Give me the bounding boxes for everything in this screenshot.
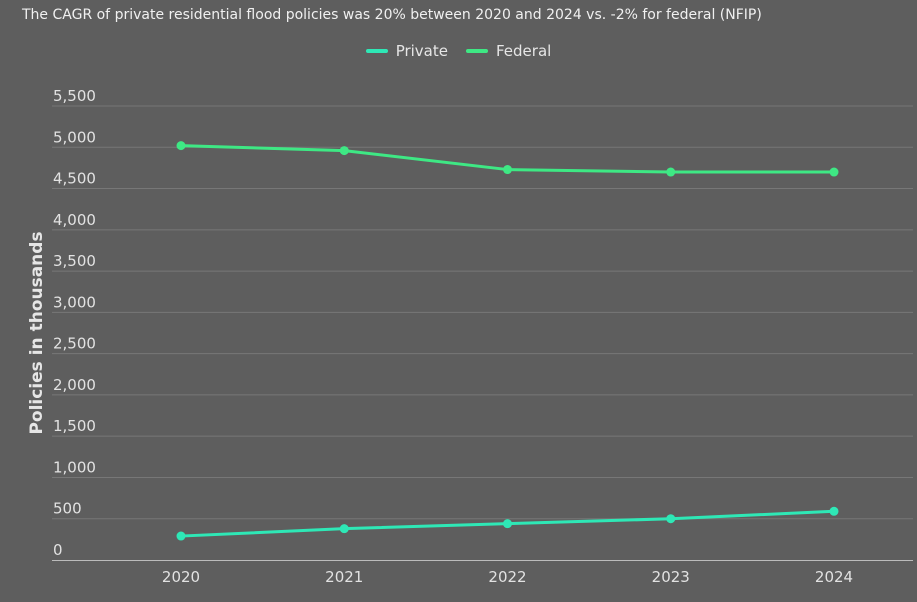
series-federal [176,141,839,177]
x-tick-label-2024: 2024 [815,568,853,586]
legend-item-federal[interactable]: Federal [465,42,552,60]
data-point-private-2024[interactable] [829,506,839,516]
legend-label-federal: Federal [495,42,552,60]
y-tick-label-1500: 1,500 [53,417,96,435]
y-tick-label-5000: 5,000 [53,128,96,146]
data-point-federal-2023[interactable] [666,167,676,177]
y-tick-label-0: 0 [53,541,63,559]
x-tick-label-2020: 2020 [162,568,200,586]
series-private [176,506,839,541]
y-axis-tick-labels: 0 500 1,000 1,500 2,000 2,500 3,000 3,500 4,000 4… [53,87,96,559]
y-tick-label-500: 500 [53,500,82,518]
data-point-federal-2022[interactable] [503,165,512,175]
data-point-federal-2021[interactable] [339,146,349,156]
chart-title: The CAGR of private residential flood po… [22,7,762,23]
legend: Private Federal [0,42,917,60]
legend-label-private: Private [395,42,448,60]
y-tick-label-4000: 4,000 [53,211,96,229]
grid-lines [52,105,913,520]
data-point-private-2023[interactable] [666,514,676,524]
y-tick-label-3000: 3,000 [53,293,96,311]
x-axis-tick-labels: 2020 2021 2022 2023 2024 [162,568,853,586]
y-tick-label-1000: 1,000 [53,458,96,476]
legend-swatch-private [365,49,388,53]
y-tick-label-3500: 3,500 [53,252,96,270]
x-tick-label-2022: 2022 [488,568,526,586]
y-tick-label-2500: 2,500 [53,335,96,353]
y-tick-label-4500: 4,500 [53,170,96,188]
x-tick-label-2023: 2023 [652,568,690,586]
x-tick-label-2021: 2021 [325,568,363,586]
legend-swatch-federal [465,49,488,53]
y-axis-label: Policies in thousands [27,231,47,434]
data-point-federal-2024[interactable] [829,167,839,177]
data-point-private-2022[interactable] [503,519,512,529]
y-tick-label-5500: 5,500 [53,87,96,105]
series-layer [176,141,839,541]
data-point-federal-2020[interactable] [176,141,186,151]
data-point-private-2021[interactable] [339,524,349,534]
y-tick-label-2000: 2,000 [53,376,96,394]
data-point-private-2020[interactable] [176,531,186,541]
legend-item-private[interactable]: Private [365,42,448,60]
